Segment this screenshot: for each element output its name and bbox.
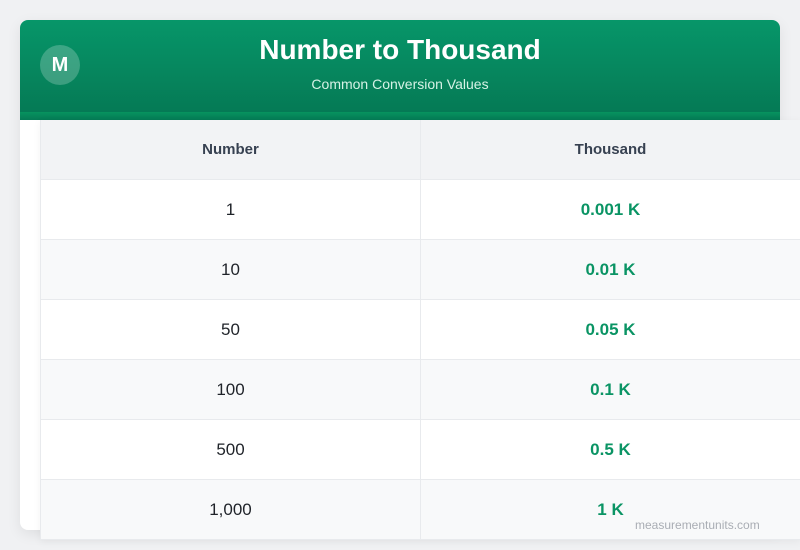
thousand-cell: 0.001 K: [420, 179, 800, 240]
number-cell: 10: [40, 239, 421, 300]
table-header-row: Number Thousand: [40, 120, 800, 180]
conversion-table: Number Thousand 1 0.001 K 10 0.01 K 50 0…: [40, 120, 800, 540]
thousand-cell: 0.1 K: [420, 359, 800, 420]
table-row: 500 0.5 K: [40, 419, 800, 480]
site-watermark: measurementunits.com: [635, 518, 760, 532]
number-cell: 1,000: [40, 479, 421, 540]
logo-badge: M: [40, 45, 80, 85]
table-row: 100 0.1 K: [40, 359, 800, 420]
number-cell: 100: [40, 359, 421, 420]
table-row: 1,000 1 K: [40, 479, 800, 540]
logo-letter: M: [51, 53, 69, 76]
header-accent-strip: [20, 112, 780, 120]
table-row: 10 0.01 K: [40, 239, 800, 300]
number-cell: 1: [40, 179, 421, 240]
table-row: 50 0.05 K: [40, 299, 800, 360]
number-cell: 500: [40, 419, 421, 480]
column-header-thousand: Thousand: [420, 120, 800, 180]
column-header-number: Number: [40, 120, 421, 180]
thousand-cell: 0.05 K: [420, 299, 800, 360]
thousand-cell: 0.5 K: [420, 419, 800, 480]
thousand-cell: 0.01 K: [420, 239, 800, 300]
page-title: Number to Thousand: [259, 34, 541, 65]
table-row: 1 0.001 K: [40, 179, 800, 240]
thousand-cell: 1 K: [420, 479, 800, 540]
card-header: M Number to Thousand Common Conversion V…: [20, 20, 780, 112]
page-subtitle: Common Conversion Values: [311, 76, 489, 92]
number-cell: 50: [40, 299, 421, 360]
